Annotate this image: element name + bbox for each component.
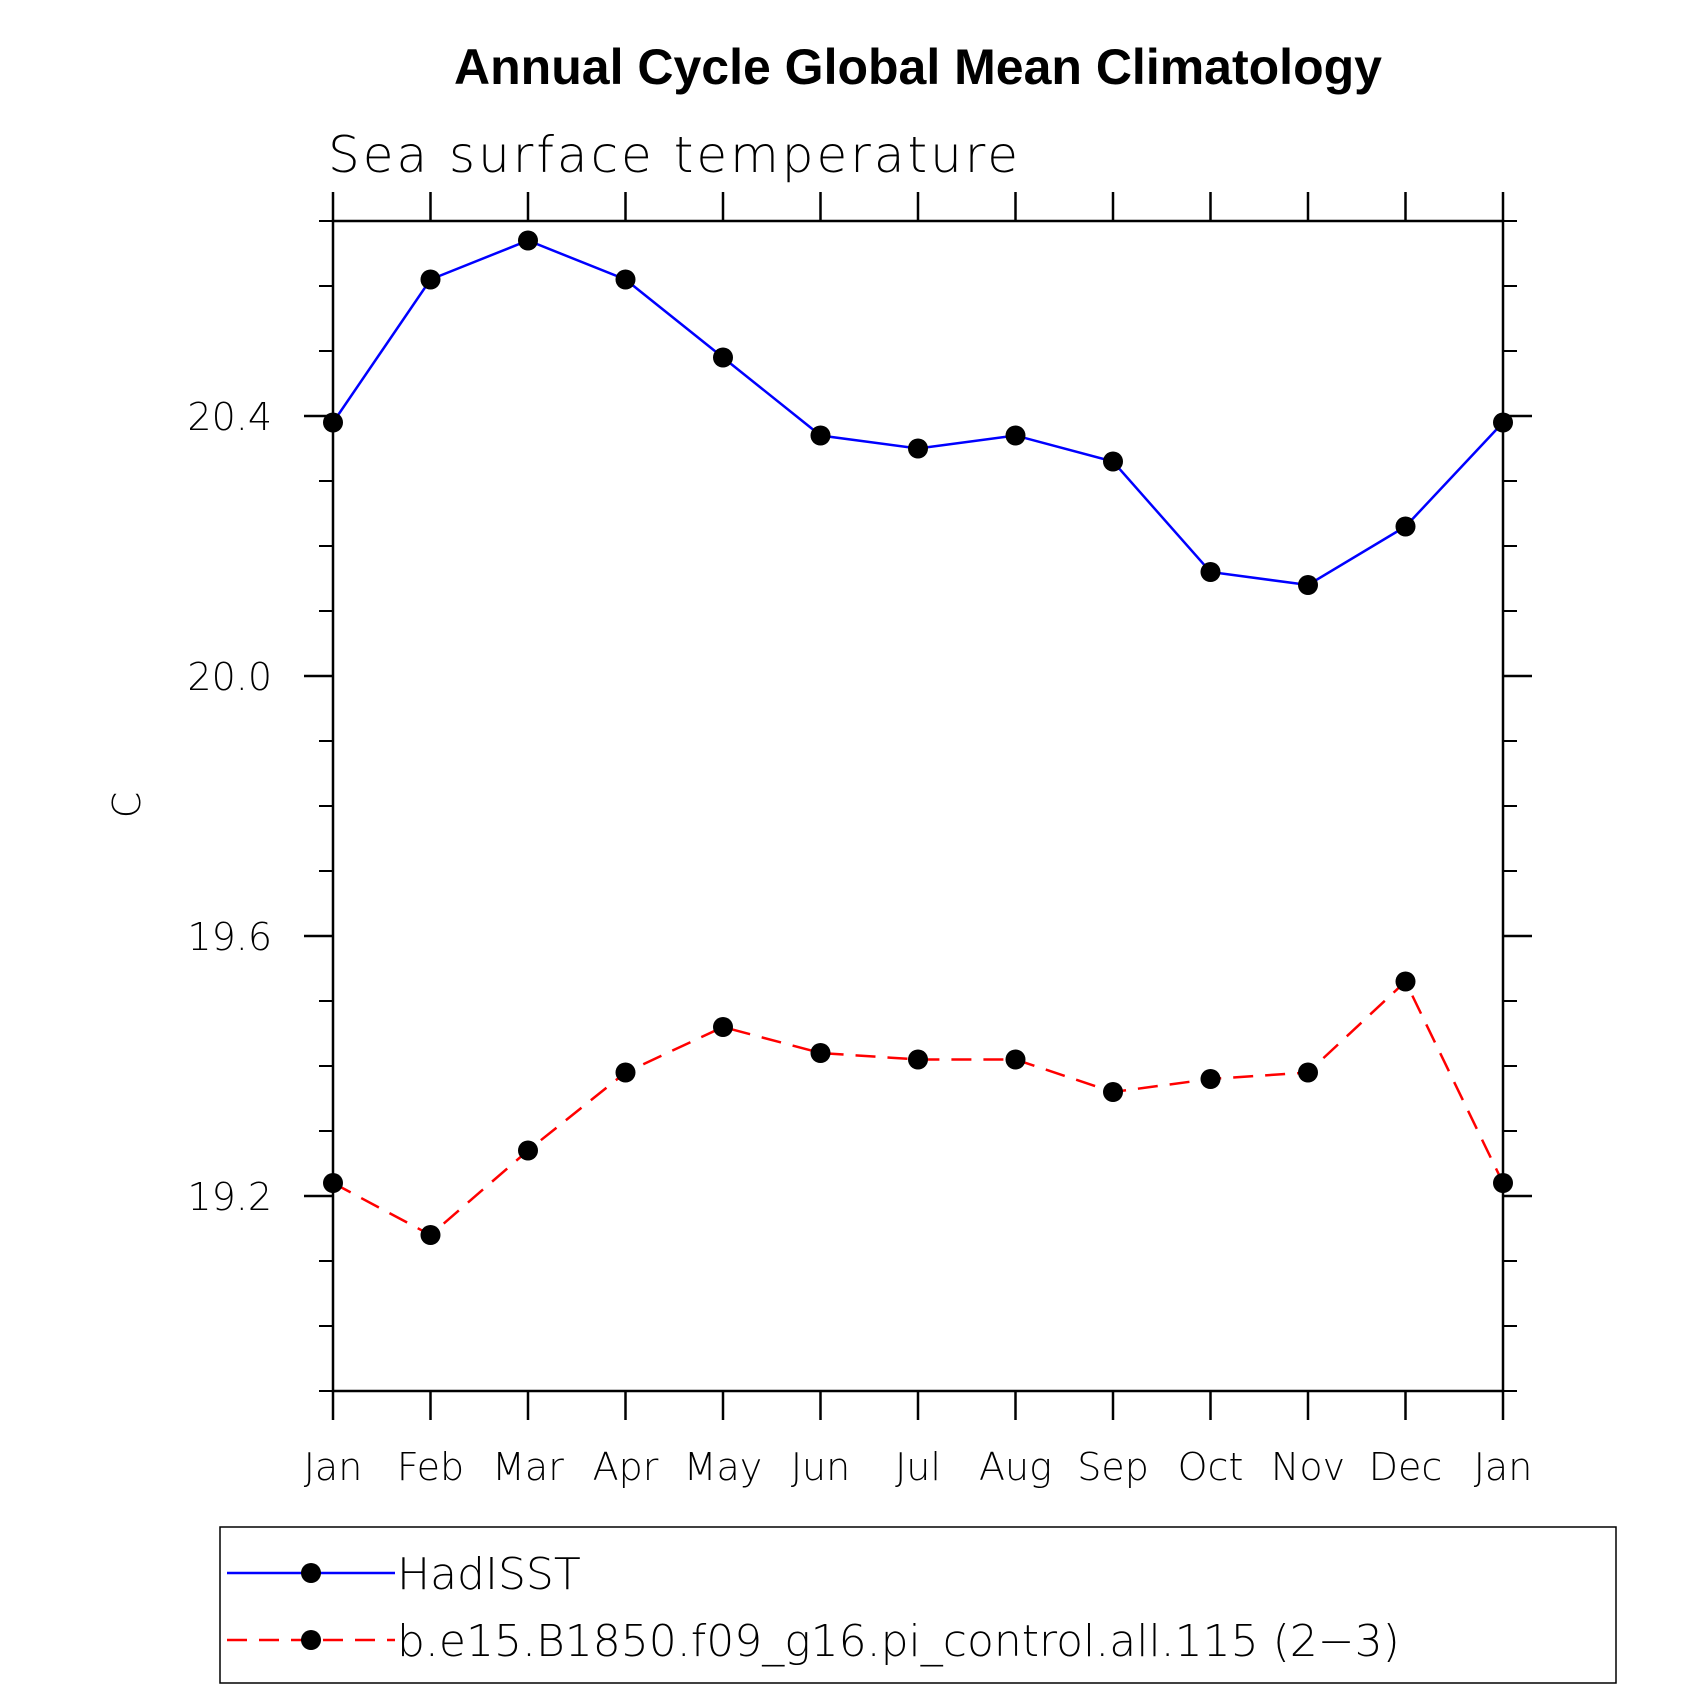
chart-subtitle: Sea surface temperature <box>328 126 1021 184</box>
x-tick-label: Jun <box>791 1445 850 1489</box>
y-tick-label: 19.2 <box>187 1175 272 1219</box>
data-point <box>810 425 831 446</box>
x-tick-label: Aug <box>979 1445 1052 1489</box>
data-point <box>1103 1082 1123 1102</box>
x-tick-label: Jan <box>304 1445 363 1489</box>
data-point <box>1395 516 1416 537</box>
legend-label-2: b.e15.B1850.f09_g16.pi_control.all.115 (… <box>397 1616 1400 1667</box>
data-point <box>713 1017 733 1037</box>
x-tick-label: May <box>684 1445 763 1489</box>
x-tick-label: Nov <box>1271 1445 1345 1489</box>
data-point <box>518 230 538 251</box>
chart-title: Annual Cycle Global Mean Climatology <box>454 39 1382 95</box>
data-point <box>323 1173 343 1193</box>
y-tick-label: 20.4 <box>187 395 272 439</box>
x-tick-label: Apr <box>593 1445 659 1489</box>
data-point <box>1005 425 1026 446</box>
data-point <box>615 1062 636 1083</box>
series-2 <box>323 971 1513 1245</box>
x-tick-label: Mar <box>492 1445 564 1489</box>
data-point <box>1005 1049 1026 1070</box>
legend-box <box>219 1526 1617 1684</box>
data-point <box>420 1225 441 1245</box>
legend-marker-1 <box>301 1563 321 1583</box>
data-point <box>1395 971 1416 992</box>
data-point <box>615 269 636 290</box>
data-point <box>810 1043 831 1063</box>
y-tick-label: 19.6 <box>187 915 272 959</box>
x-tick-label: Oct <box>1178 1445 1244 1489</box>
data-point <box>1298 1062 1318 1083</box>
x-tick-label: Dec <box>1369 1445 1443 1489</box>
plot-frame <box>331 219 1505 1393</box>
y-tick-label: 20.0 <box>187 655 272 699</box>
data-point <box>908 438 928 459</box>
data-point <box>1298 575 1318 595</box>
data-point <box>420 269 441 290</box>
data-point <box>1493 1173 1513 1193</box>
legend: HadISST b.e15.B1850.f09_g16.pi_control.al… <box>219 1526 1617 1684</box>
data-point <box>1103 451 1123 472</box>
data-point <box>323 412 343 433</box>
series-line <box>332 979 1505 1237</box>
series-layer <box>323 230 1513 1245</box>
data-point <box>713 347 733 368</box>
x-tick-label: Jul <box>895 1445 941 1489</box>
x-tick-label: Jan <box>1474 1445 1533 1489</box>
data-point <box>1200 562 1221 582</box>
y-axis-label: C <box>105 792 149 819</box>
data-point <box>908 1049 928 1070</box>
series-line <box>331 239 1504 587</box>
series-1 <box>323 230 1513 595</box>
legend-label-1: HadISST <box>397 1549 581 1600</box>
legend-marker-2 <box>301 1630 321 1650</box>
data-point <box>1200 1069 1221 1089</box>
data-point <box>1493 412 1513 433</box>
x-tick-label: Sep <box>1077 1445 1149 1489</box>
axes: Jan Feb Mar Apr May Jun Jul Aug Sep Oct Nov Dec Jan 1… <box>187 192 1532 1489</box>
data-point <box>518 1140 538 1161</box>
x-tick-label: Feb <box>397 1445 464 1489</box>
